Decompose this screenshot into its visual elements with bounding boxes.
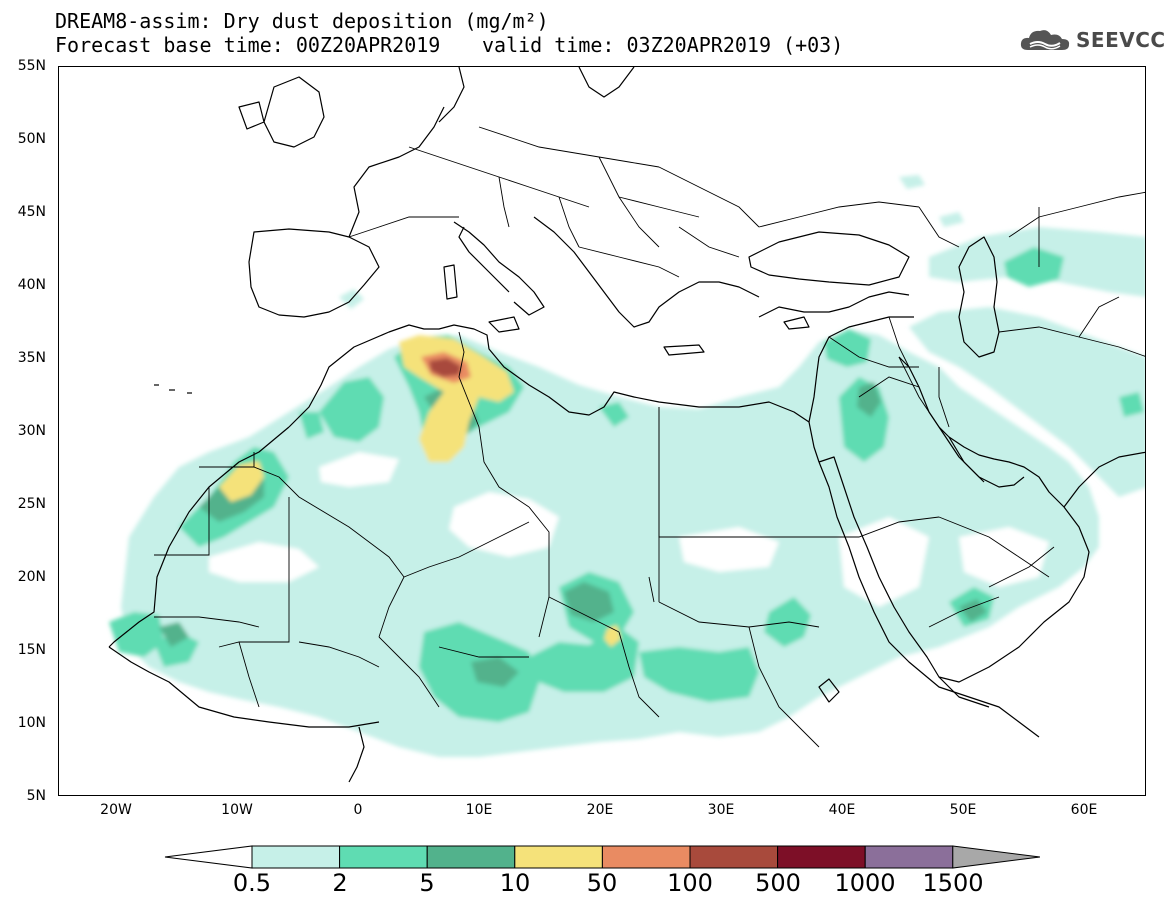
lon-label-50e: 50E bbox=[949, 802, 977, 818]
forecast-base-time: Forecast base time: 00Z20APR2019 bbox=[55, 33, 441, 57]
lon-label-30e: 30E bbox=[707, 802, 735, 818]
lat-label-35n: 35N bbox=[17, 350, 46, 366]
colorbar-bin-2 bbox=[426, 845, 516, 869]
colorbar-low-arrow bbox=[164, 845, 253, 869]
colorbar-bin-0 bbox=[251, 845, 341, 869]
lat-label-10n: 10N bbox=[17, 715, 46, 731]
colorbar-bin-5 bbox=[689, 845, 779, 869]
colorbar-label-500: 500 bbox=[755, 869, 801, 897]
seevccc-logo: SEEVCCC bbox=[1018, 26, 1165, 54]
dust-fields bbox=[109, 175, 1145, 757]
colorbar-bin-4 bbox=[601, 845, 691, 869]
colorbar bbox=[160, 842, 1041, 876]
lon-label-20e: 20E bbox=[586, 802, 614, 818]
dust-level-100 bbox=[429, 358, 461, 377]
colorbar-label-0-5: 0.5 bbox=[232, 869, 272, 897]
lat-label-50n: 50N bbox=[17, 131, 46, 147]
lon-label-10e: 10E bbox=[465, 802, 493, 818]
colorbar-label-50: 50 bbox=[586, 869, 618, 897]
valid-time: valid time: 03Z20APR2019 (+03) bbox=[482, 33, 844, 57]
lat-label-5n: 5N bbox=[26, 788, 46, 804]
colorbar-bin-3 bbox=[514, 845, 603, 869]
lon-label-0: 0 bbox=[353, 802, 363, 818]
lon-label-10w: 10W bbox=[221, 802, 253, 818]
lon-label-40e: 40E bbox=[828, 802, 856, 818]
dust-clear-areas bbox=[209, 452, 1049, 607]
colorbar-label-100: 100 bbox=[667, 869, 713, 897]
colorbar-label-1000: 1000 bbox=[834, 869, 896, 897]
lon-label-20w: 20W bbox=[100, 802, 132, 818]
logo-text: SEEVCCC bbox=[1076, 28, 1165, 52]
lat-label-15n: 15N bbox=[17, 642, 46, 658]
lat-label-25n: 25N bbox=[17, 496, 46, 512]
colorbar-label-5: 5 bbox=[419, 869, 435, 897]
lat-label-20n: 20N bbox=[17, 569, 46, 585]
map-area bbox=[58, 66, 1146, 796]
lat-label-30n: 30N bbox=[17, 423, 46, 439]
colorbar-svg bbox=[164, 845, 1041, 869]
colorbar-label-1500: 1500 bbox=[922, 869, 984, 897]
colorbar-label-2: 2 bbox=[332, 869, 348, 897]
chart-title: DREAM8-assim: Dry dust deposition (mg/m²… bbox=[55, 9, 549, 33]
lon-label-60e: 60E bbox=[1070, 802, 1098, 818]
colorbar-bin-7 bbox=[864, 845, 954, 869]
colorbar-high-arrow bbox=[952, 845, 1041, 869]
country-borders bbox=[154, 126, 1145, 748]
map-svg bbox=[108, 67, 1145, 783]
cloud-icon bbox=[1020, 30, 1070, 50]
colorbar-bin-6 bbox=[777, 845, 866, 869]
colorbar-label-10: 10 bbox=[499, 869, 531, 897]
lat-label-40n: 40N bbox=[17, 277, 46, 293]
colorbar-bin-1 bbox=[339, 845, 428, 869]
lat-label-55n: 55N bbox=[17, 58, 46, 74]
lat-label-45n: 45N bbox=[17, 204, 46, 220]
coastlines bbox=[108, 67, 1145, 783]
